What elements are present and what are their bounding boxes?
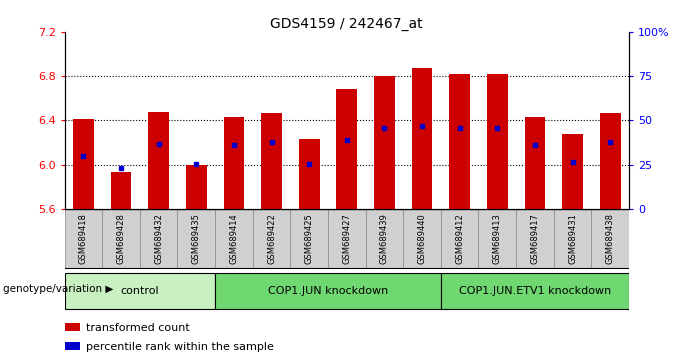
Bar xyxy=(299,139,320,209)
Bar xyxy=(441,273,629,309)
Bar xyxy=(65,273,215,309)
Title: GDS4159 / 242467_at: GDS4159 / 242467_at xyxy=(271,17,423,31)
Bar xyxy=(487,74,508,209)
Bar xyxy=(148,112,169,209)
Bar xyxy=(337,90,357,209)
Text: GSM689428: GSM689428 xyxy=(116,213,126,264)
Bar xyxy=(102,209,140,269)
Bar xyxy=(224,117,244,209)
Bar xyxy=(65,209,102,269)
Bar xyxy=(411,68,432,209)
Bar xyxy=(524,117,545,209)
Text: percentile rank within the sample: percentile rank within the sample xyxy=(86,342,274,352)
Text: genotype/variation ▶: genotype/variation ▶ xyxy=(3,284,114,294)
Bar xyxy=(328,209,366,269)
Bar xyxy=(374,76,395,209)
Text: GSM689422: GSM689422 xyxy=(267,213,276,264)
Bar xyxy=(479,209,516,269)
Text: GSM689425: GSM689425 xyxy=(305,213,313,264)
Text: control: control xyxy=(120,286,159,296)
Bar xyxy=(449,74,470,209)
Bar xyxy=(215,209,253,269)
Text: GSM689417: GSM689417 xyxy=(530,213,539,264)
Bar xyxy=(403,209,441,269)
Bar xyxy=(366,209,403,269)
Text: GSM689432: GSM689432 xyxy=(154,213,163,264)
Bar xyxy=(261,113,282,209)
Bar xyxy=(73,119,94,209)
Bar xyxy=(65,323,80,331)
Text: transformed count: transformed count xyxy=(86,322,190,333)
Bar xyxy=(516,209,554,269)
Bar xyxy=(592,209,629,269)
Bar xyxy=(554,209,592,269)
Bar xyxy=(253,209,290,269)
Text: GSM689435: GSM689435 xyxy=(192,213,201,264)
Text: GSM689418: GSM689418 xyxy=(79,213,88,264)
Text: GSM689413: GSM689413 xyxy=(493,213,502,264)
Text: GSM689438: GSM689438 xyxy=(606,213,615,264)
Text: GSM689414: GSM689414 xyxy=(229,213,239,264)
Text: GSM689412: GSM689412 xyxy=(455,213,464,264)
Bar xyxy=(290,209,328,269)
Bar xyxy=(215,273,441,309)
Text: GSM689427: GSM689427 xyxy=(342,213,352,264)
Text: GSM689431: GSM689431 xyxy=(568,213,577,264)
Text: GSM689440: GSM689440 xyxy=(418,213,426,264)
Bar xyxy=(140,209,177,269)
Bar xyxy=(177,209,215,269)
Bar xyxy=(562,133,583,209)
Text: GSM689439: GSM689439 xyxy=(380,213,389,264)
Bar xyxy=(65,342,80,350)
Bar xyxy=(111,172,131,209)
Bar xyxy=(600,113,621,209)
Bar xyxy=(186,165,207,209)
Text: COP1.JUN knockdown: COP1.JUN knockdown xyxy=(268,286,388,296)
Text: COP1.JUN.ETV1 knockdown: COP1.JUN.ETV1 knockdown xyxy=(459,286,611,296)
Bar xyxy=(441,209,479,269)
